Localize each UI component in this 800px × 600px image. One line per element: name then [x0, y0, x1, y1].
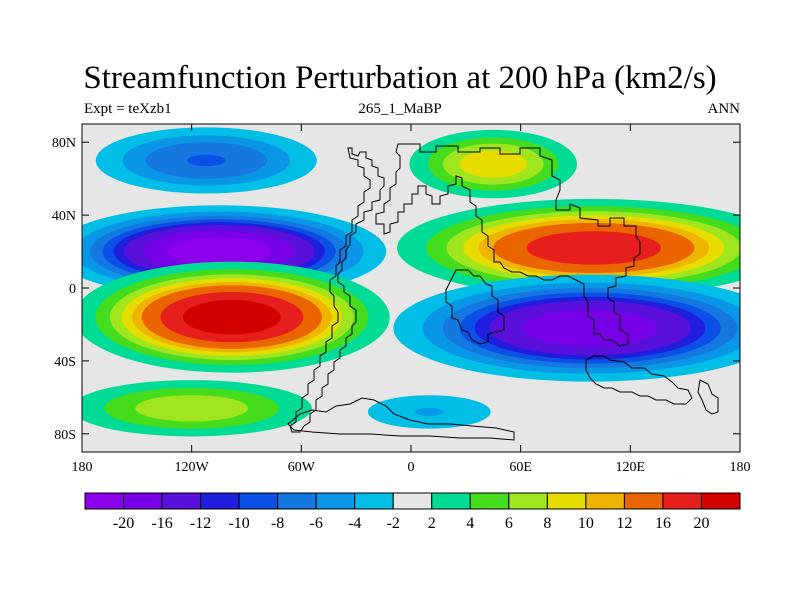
anomaly-north-pacific-low [95, 127, 317, 194]
contour-band [187, 154, 226, 167]
experiment-label: Expt = teXzb1 [84, 101, 172, 117]
x-tick-label: 60E [509, 460, 532, 475]
colorbar-swatch [508, 492, 548, 510]
x-tick-label: 180 [730, 460, 751, 475]
y-tick-label: 0 [69, 282, 76, 297]
colorbar-label: -6 [310, 515, 323, 532]
contour-band [522, 309, 658, 347]
colorbar-swatch [392, 492, 433, 510]
colorbar-swatch [585, 492, 625, 510]
contour-band [459, 150, 527, 178]
colorbar-swatch [277, 492, 317, 510]
coastline [287, 143, 719, 441]
contour-field [82, 127, 740, 437]
colorbar-label: 16 [655, 515, 671, 532]
colorbar-label: 10 [578, 515, 594, 532]
colorbar-swatch [84, 492, 125, 510]
x-tick-label: 0 [408, 460, 415, 475]
colorbar-label: -16 [151, 515, 172, 532]
colorbar-swatch [315, 492, 356, 510]
colorbar-swatch [662, 492, 702, 510]
y-tick-label: 80N [52, 136, 76, 151]
x-tick-label: 120W [175, 460, 210, 475]
colorbar-swatch [354, 492, 394, 510]
colorbar-label: 12 [616, 515, 632, 532]
colorbar-swatch [546, 492, 587, 510]
colorbar-label: -2 [387, 515, 400, 532]
anomaly-subtropical-asia-nh-high [397, 198, 740, 297]
colorbar-label: 4 [466, 515, 474, 532]
x-tick-label: 180 [72, 460, 93, 475]
colorbar-label: -10 [228, 515, 249, 532]
colorbar-swatch [623, 492, 664, 510]
season-label: ANN [707, 101, 741, 117]
y-tick-label: 40S [54, 355, 76, 370]
colorbar-swatch [469, 492, 510, 510]
contour-band [135, 395, 248, 422]
colorbar-swatch [123, 492, 163, 510]
colorbar-label: 2 [428, 515, 436, 532]
colorbar-label: -20 [113, 515, 134, 532]
x-tick-label: 60W [288, 460, 316, 475]
contour-band [167, 237, 271, 266]
period-label: 265_1_MaBP [358, 101, 442, 117]
anomaly-subtropical-indian-sh-low [393, 274, 740, 382]
colorbar-swatch [161, 492, 202, 510]
y-tick-label: 40N [52, 209, 76, 224]
anomaly-southern-pacific-high [82, 380, 312, 437]
map-axes: 180 120W 60W 0 60E 120E 180 80N 40N 0 40S 80S [52, 124, 751, 475]
colorbar-label: -12 [190, 515, 211, 532]
colorbar-swatch [431, 492, 471, 510]
anomaly-southern-atlantic-low [367, 395, 491, 429]
contour-band [182, 299, 281, 335]
y-tick-label: 80S [54, 428, 76, 443]
colorbar-swatch [200, 492, 240, 510]
colorbar-label: 8 [543, 515, 551, 532]
colorbar-label: -8 [271, 515, 284, 532]
colorbar: -20 -16 -12 -10 -8 -6 -4 -2 2 4 6 8 10 12 16 20 [84, 492, 741, 532]
colorbar-label: 20 [693, 515, 709, 532]
colorbar-swatch [238, 492, 279, 510]
contour-band [526, 231, 661, 265]
anomaly-subtropical-pacific-sh-high [82, 261, 390, 373]
colorbar-label: 6 [505, 515, 513, 532]
chart-title: Streamfunction Perturbation at 200 hPa (… [83, 60, 717, 96]
x-tick-label: 120E [616, 460, 646, 475]
colorbar-label: -4 [348, 515, 361, 532]
contour-band [415, 408, 444, 416]
colorbar-swatch [700, 492, 741, 510]
